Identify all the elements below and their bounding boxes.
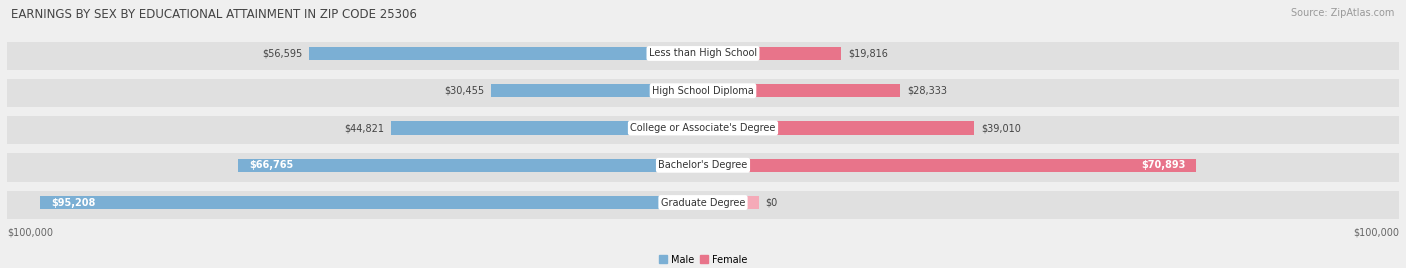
Bar — [7, 116, 1399, 144]
Bar — [7, 79, 1399, 107]
Text: $28,333: $28,333 — [907, 86, 948, 96]
Bar — [391, 121, 703, 135]
Bar — [703, 121, 974, 135]
Legend: Male, Female: Male, Female — [655, 251, 751, 268]
Bar — [239, 159, 703, 172]
Bar — [703, 159, 1197, 172]
Bar — [703, 84, 900, 98]
Text: $44,821: $44,821 — [344, 123, 384, 133]
Bar — [7, 153, 1399, 182]
Text: $100,000: $100,000 — [7, 228, 53, 238]
Bar — [7, 42, 1399, 70]
Bar — [41, 196, 703, 209]
Text: College or Associate's Degree: College or Associate's Degree — [630, 123, 776, 133]
Bar — [491, 84, 703, 98]
Text: $39,010: $39,010 — [981, 123, 1021, 133]
Text: $30,455: $30,455 — [444, 86, 484, 96]
Text: $0: $0 — [766, 198, 778, 207]
Text: $100,000: $100,000 — [1353, 228, 1399, 238]
Text: High School Diploma: High School Diploma — [652, 86, 754, 96]
Bar — [703, 196, 759, 209]
Text: Graduate Degree: Graduate Degree — [661, 198, 745, 207]
Bar — [7, 191, 1399, 219]
Text: $19,816: $19,816 — [848, 49, 887, 58]
Text: $66,765: $66,765 — [249, 160, 292, 170]
Text: $70,893: $70,893 — [1142, 160, 1185, 170]
Bar — [309, 47, 703, 60]
Text: $95,208: $95,208 — [51, 198, 96, 207]
Text: $56,595: $56,595 — [262, 49, 302, 58]
Text: Bachelor's Degree: Bachelor's Degree — [658, 160, 748, 170]
Text: EARNINGS BY SEX BY EDUCATIONAL ATTAINMENT IN ZIP CODE 25306: EARNINGS BY SEX BY EDUCATIONAL ATTAINMEN… — [11, 8, 418, 21]
Text: Source: ZipAtlas.com: Source: ZipAtlas.com — [1291, 8, 1395, 18]
Text: Less than High School: Less than High School — [650, 49, 756, 58]
Bar — [703, 47, 841, 60]
